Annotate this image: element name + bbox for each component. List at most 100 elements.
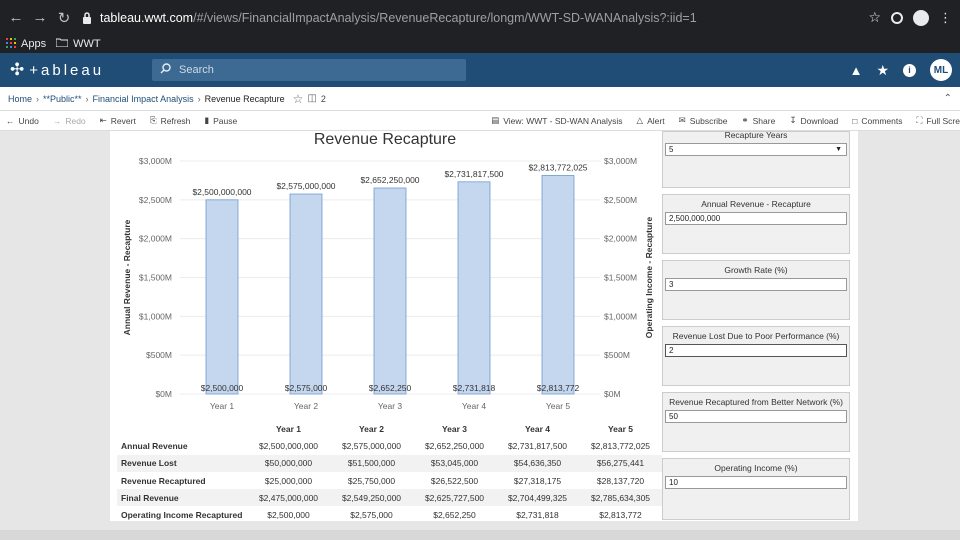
column-header: Year 4	[524, 423, 551, 434]
y-tick-label: $1,000M	[139, 311, 172, 321]
bar-value-label: $2,500,000,000	[192, 187, 251, 197]
profile-icon[interactable]	[913, 9, 929, 26]
collapse-chevron-icon[interactable]: ⌃	[943, 93, 952, 104]
y-right-tick-label: $500M	[604, 350, 630, 360]
param-revenue-lost: Revenue Lost Due to Poor Performance (%)…	[662, 326, 850, 386]
address-bar[interactable]: tableau.wwt.com/#/views/FinancialImpactA…	[82, 5, 868, 31]
fullscreen-icon: ⛶	[916, 115, 923, 125]
table-cell: $2,500,000	[267, 510, 310, 521]
table-row: Final Revenue $2,475,000,000 $2,549,250,…	[117, 489, 662, 507]
row-label: Operating Income Recaptured	[121, 510, 243, 521]
param-label: Annual Revenue - Recapture	[701, 199, 811, 209]
user-avatar[interactable]: ML	[930, 59, 952, 81]
y-right-tick-label: $3,000M	[604, 156, 637, 166]
apps-grid-icon	[6, 37, 16, 51]
folder-icon	[55, 38, 69, 50]
y-tick-label: $2,000M	[139, 234, 172, 244]
extension-icon[interactable]	[891, 11, 903, 24]
view-icon: ▤	[491, 115, 500, 125]
comments-button[interactable]: □ Comments	[852, 116, 902, 126]
y-tick-label: $1,500M	[139, 273, 172, 283]
table-cell: $2,731,817,500	[507, 440, 568, 451]
download-button[interactable]: ↧ Download	[789, 115, 838, 126]
revenue-data-table: Year 1 Year 2 Year 3 Year 4 Year 5 Annua…	[117, 420, 662, 524]
share-icon: ⚭	[741, 115, 749, 125]
lock-icon	[82, 11, 92, 24]
custom-view-button[interactable]: ▤ View: WWT - SD-WAN Analysis	[491, 115, 622, 126]
bar	[373, 187, 407, 395]
breadcrumb-current-view: Revenue Recapture	[204, 93, 285, 104]
revert-label: Revert	[110, 115, 136, 126]
table-cell: $2,785,634,305	[579, 489, 662, 507]
revert-button[interactable]: ⇤ Revert	[100, 115, 136, 126]
redo-button[interactable]: → Redo	[53, 116, 86, 126]
alert-label: Alert	[647, 115, 665, 126]
search-input[interactable]: Search	[152, 59, 466, 81]
row-label: Revenue Recaptured	[121, 475, 206, 486]
reload-icon[interactable]: ↻	[57, 9, 71, 27]
revenue-lost-input[interactable]: 2	[665, 344, 847, 357]
x-tick-label: Year 3	[378, 401, 403, 411]
subscribe-button[interactable]: ✉ Subscribe	[679, 115, 728, 126]
table-cell: $2,475,000,000	[247, 489, 330, 507]
bar-value-label: $2,652,250,000	[360, 175, 419, 185]
y-tick-label: $0M	[155, 389, 172, 399]
breadcrumb-public[interactable]: **Public**	[43, 93, 82, 104]
horizontal-scrollbar[interactable]	[0, 530, 960, 540]
version-database-icon[interactable]: ◫	[307, 93, 317, 104]
bookmark-wwt[interactable]: WWT	[55, 38, 101, 50]
browser-toolbar: ← → ↻ tableau.wwt.com/#/views/FinancialI…	[0, 0, 960, 35]
share-button[interactable]: ⚭ Share	[742, 115, 776, 126]
breadcrumb-home[interactable]: Home	[8, 93, 33, 104]
forward-icon[interactable]: →	[32, 9, 48, 26]
row-label: Revenue Lost	[117, 454, 247, 472]
tableau-logo[interactable]: ✣ +ableau	[10, 60, 140, 80]
view-toolbar: ← Undo → Redo ⇤ Revert ⎘ Refresh ▮ Pause ▤ Vie…	[0, 111, 960, 131]
alert-warning-icon[interactable]: ▲	[849, 62, 863, 78]
recapture-years-select[interactable]: 5 ▼	[665, 143, 847, 156]
bookmark-wwt-label: WWT	[73, 38, 101, 50]
info-icon[interactable]: i	[903, 63, 916, 77]
table-cell: $25,000,000	[264, 475, 313, 486]
alert-button[interactable]: △ Alert	[637, 115, 665, 126]
chart-title: Revenue Recapture	[313, 131, 457, 148]
revenue-bar-chart[interactable]: $0M $0M $500M $500M $1,000M $1,000M $1,500M $1,…	[110, 131, 660, 416]
revenue-recaptured-input[interactable]: 50	[665, 410, 847, 423]
table-cell: $2,813,772	[599, 510, 642, 521]
row-label: Final Revenue	[117, 489, 247, 507]
bar	[205, 199, 239, 395]
param-label: Revenue Lost Due to Poor Performance (%)	[672, 331, 840, 341]
favorite-star-icon[interactable]: ☆	[292, 91, 304, 106]
operating-income-label: $2,731,818	[453, 383, 496, 393]
bar	[289, 193, 323, 395]
annual-revenue-input[interactable]: 2,500,000,000	[665, 212, 847, 225]
column-header: Year 3	[441, 423, 468, 434]
operating-income-input[interactable]: 10	[665, 476, 847, 489]
version-count: 2	[320, 93, 326, 104]
undo-button[interactable]: ← Undo	[6, 116, 39, 126]
bar-value-label: $2,813,772,025	[528, 162, 587, 172]
param-value: 50	[669, 412, 678, 421]
y-axis-right-title: Operating Income - Recapture	[644, 217, 654, 339]
full-screen-button[interactable]: ⛶ Full Scre	[917, 115, 960, 126]
menu-dots-icon[interactable]: ⋮	[939, 9, 952, 25]
param-growth-rate: Growth Rate (%) 3	[662, 260, 850, 320]
tableau-wordmark: +ableau	[29, 61, 105, 79]
breadcrumb-workbook[interactable]: Financial Impact Analysis	[92, 93, 194, 104]
comment-icon: □	[852, 115, 858, 126]
bookmark-apps[interactable]: Apps	[6, 37, 47, 51]
growth-rate-input[interactable]: 3	[665, 278, 847, 291]
table-header-row: Year 1 Year 2 Year 3 Year 4 Year 5	[117, 420, 662, 437]
favorites-star-icon[interactable]: ★	[876, 61, 889, 78]
back-icon[interactable]: ←	[8, 9, 24, 26]
tableau-header: ✣ +ableau Search ▲ ★ i ML	[0, 53, 960, 87]
param-value: 3	[669, 280, 674, 289]
table-cell: $26,522,500	[430, 475, 479, 486]
pause-button[interactable]: ▮ Pause	[204, 115, 237, 126]
refresh-button[interactable]: ⎘ Refresh	[150, 115, 191, 126]
bookmark-apps-label: Apps	[21, 38, 47, 50]
star-icon[interactable]: ☆	[868, 9, 881, 25]
breadcrumb-separator: ›	[36, 93, 40, 104]
search-placeholder: Search	[179, 64, 214, 76]
param-value: 5	[669, 145, 674, 154]
